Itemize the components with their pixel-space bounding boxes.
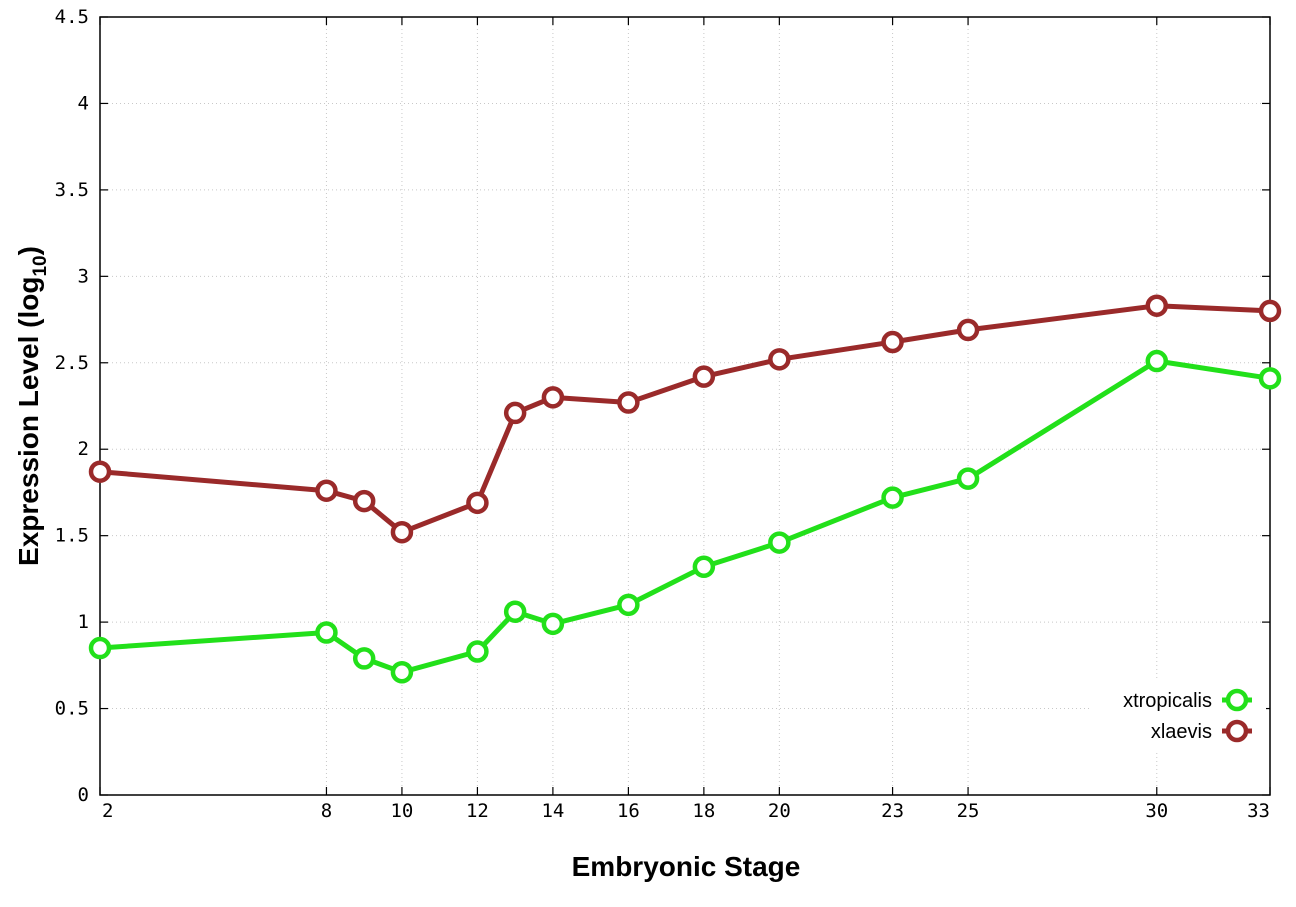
x-tick-label: 16 [617, 800, 640, 822]
data-point-xtropicalis [881, 486, 904, 509]
y-axis-title: Expression Level (log10) [13, 246, 51, 566]
data-point-xlaevis [617, 391, 640, 414]
data-point-xlaevis [390, 520, 414, 544]
legend-marker-xlaevis [1225, 719, 1249, 743]
y-tick-label: 3.5 [55, 179, 89, 201]
x-tick-label: 14 [541, 800, 564, 822]
data-point-xtropicalis [88, 636, 112, 660]
series-layer [88, 294, 1282, 684]
y-tick-label: 2 [78, 438, 89, 460]
grid-lines [100, 17, 1270, 795]
data-point-xlaevis [503, 401, 527, 425]
x-tick-label: 10 [390, 800, 413, 822]
y-tick-label: 1.5 [55, 525, 89, 547]
plot-frame [99, 16, 1271, 796]
data-point-xtropicalis [617, 593, 640, 617]
y-axis-title-subscript: 10 [30, 255, 51, 276]
y-tick-label: 1 [78, 611, 89, 633]
x-tick-label: 25 [957, 800, 980, 822]
x-tick-label: 8 [321, 800, 332, 822]
data-point-xtropicalis [541, 612, 565, 636]
x-axis-title: Embryonic Stage [572, 851, 801, 882]
x-tick-label: 30 [1145, 800, 1168, 822]
y-tick-label: 2.5 [55, 352, 89, 374]
data-point-xtropicalis [352, 647, 376, 670]
data-point-xlaevis [466, 491, 489, 515]
x-tick-label: 23 [881, 800, 904, 822]
data-point-xtropicalis [956, 467, 980, 490]
data-point-xlaevis [956, 318, 980, 342]
legend-label-xtropicalis: xtropicalis [1123, 690, 1212, 712]
x-tick-label: 20 [768, 800, 791, 822]
data-point-xlaevis [1145, 294, 1169, 317]
data-point-xlaevis [88, 460, 112, 483]
y-tick-label: 4.5 [55, 6, 89, 28]
series-line-xtropicalis [99, 358, 1271, 675]
data-point-xlaevis [692, 365, 716, 388]
x-tick-label: 2 [102, 800, 113, 822]
data-point-xlaevis [1258, 299, 1282, 323]
data-point-xtropicalis [466, 640, 489, 663]
data-point-xlaevis [352, 489, 376, 513]
data-point-xtropicalis [1145, 349, 1169, 373]
legend-label-xlaevis: xlaevis [1151, 721, 1212, 743]
x-tick-label: 33 [1247, 800, 1270, 822]
data-point-xlaevis [768, 348, 791, 371]
data-point-xlaevis [881, 330, 904, 354]
x-tick-label: 18 [692, 800, 715, 822]
data-point-xtropicalis [315, 621, 338, 644]
y-tick-label: 4 [78, 92, 89, 114]
y-tick-label: 0.5 [55, 698, 89, 720]
y-tick-label: 0 [78, 784, 89, 806]
legend: xtropicalis xlaevis [1090, 680, 1266, 752]
series-line-xlaevis [99, 303, 1271, 535]
y-axis-title-close: ) [13, 246, 44, 255]
data-point-xtropicalis [503, 600, 527, 623]
y-tick-label: 3 [78, 265, 89, 287]
data-point-xtropicalis [1258, 367, 1282, 390]
x-axis: 2 8 10 12 14 16 18 20 23 25 30 33 [99, 17, 1271, 822]
data-point-xlaevis [315, 479, 338, 502]
data-point-xlaevis [541, 386, 565, 409]
x-tick-label: 12 [466, 800, 489, 822]
data-point-xtropicalis [768, 531, 791, 554]
y-axis: 0 0.5 1 1.5 2 2.5 3 3.5 4 4.5 [55, 6, 1270, 806]
data-point-xtropicalis [692, 555, 716, 579]
y-axis-title-main: Expression Level (log [13, 277, 44, 566]
legend-marker-xtropicalis [1225, 688, 1249, 712]
data-point-xtropicalis [390, 660, 414, 684]
